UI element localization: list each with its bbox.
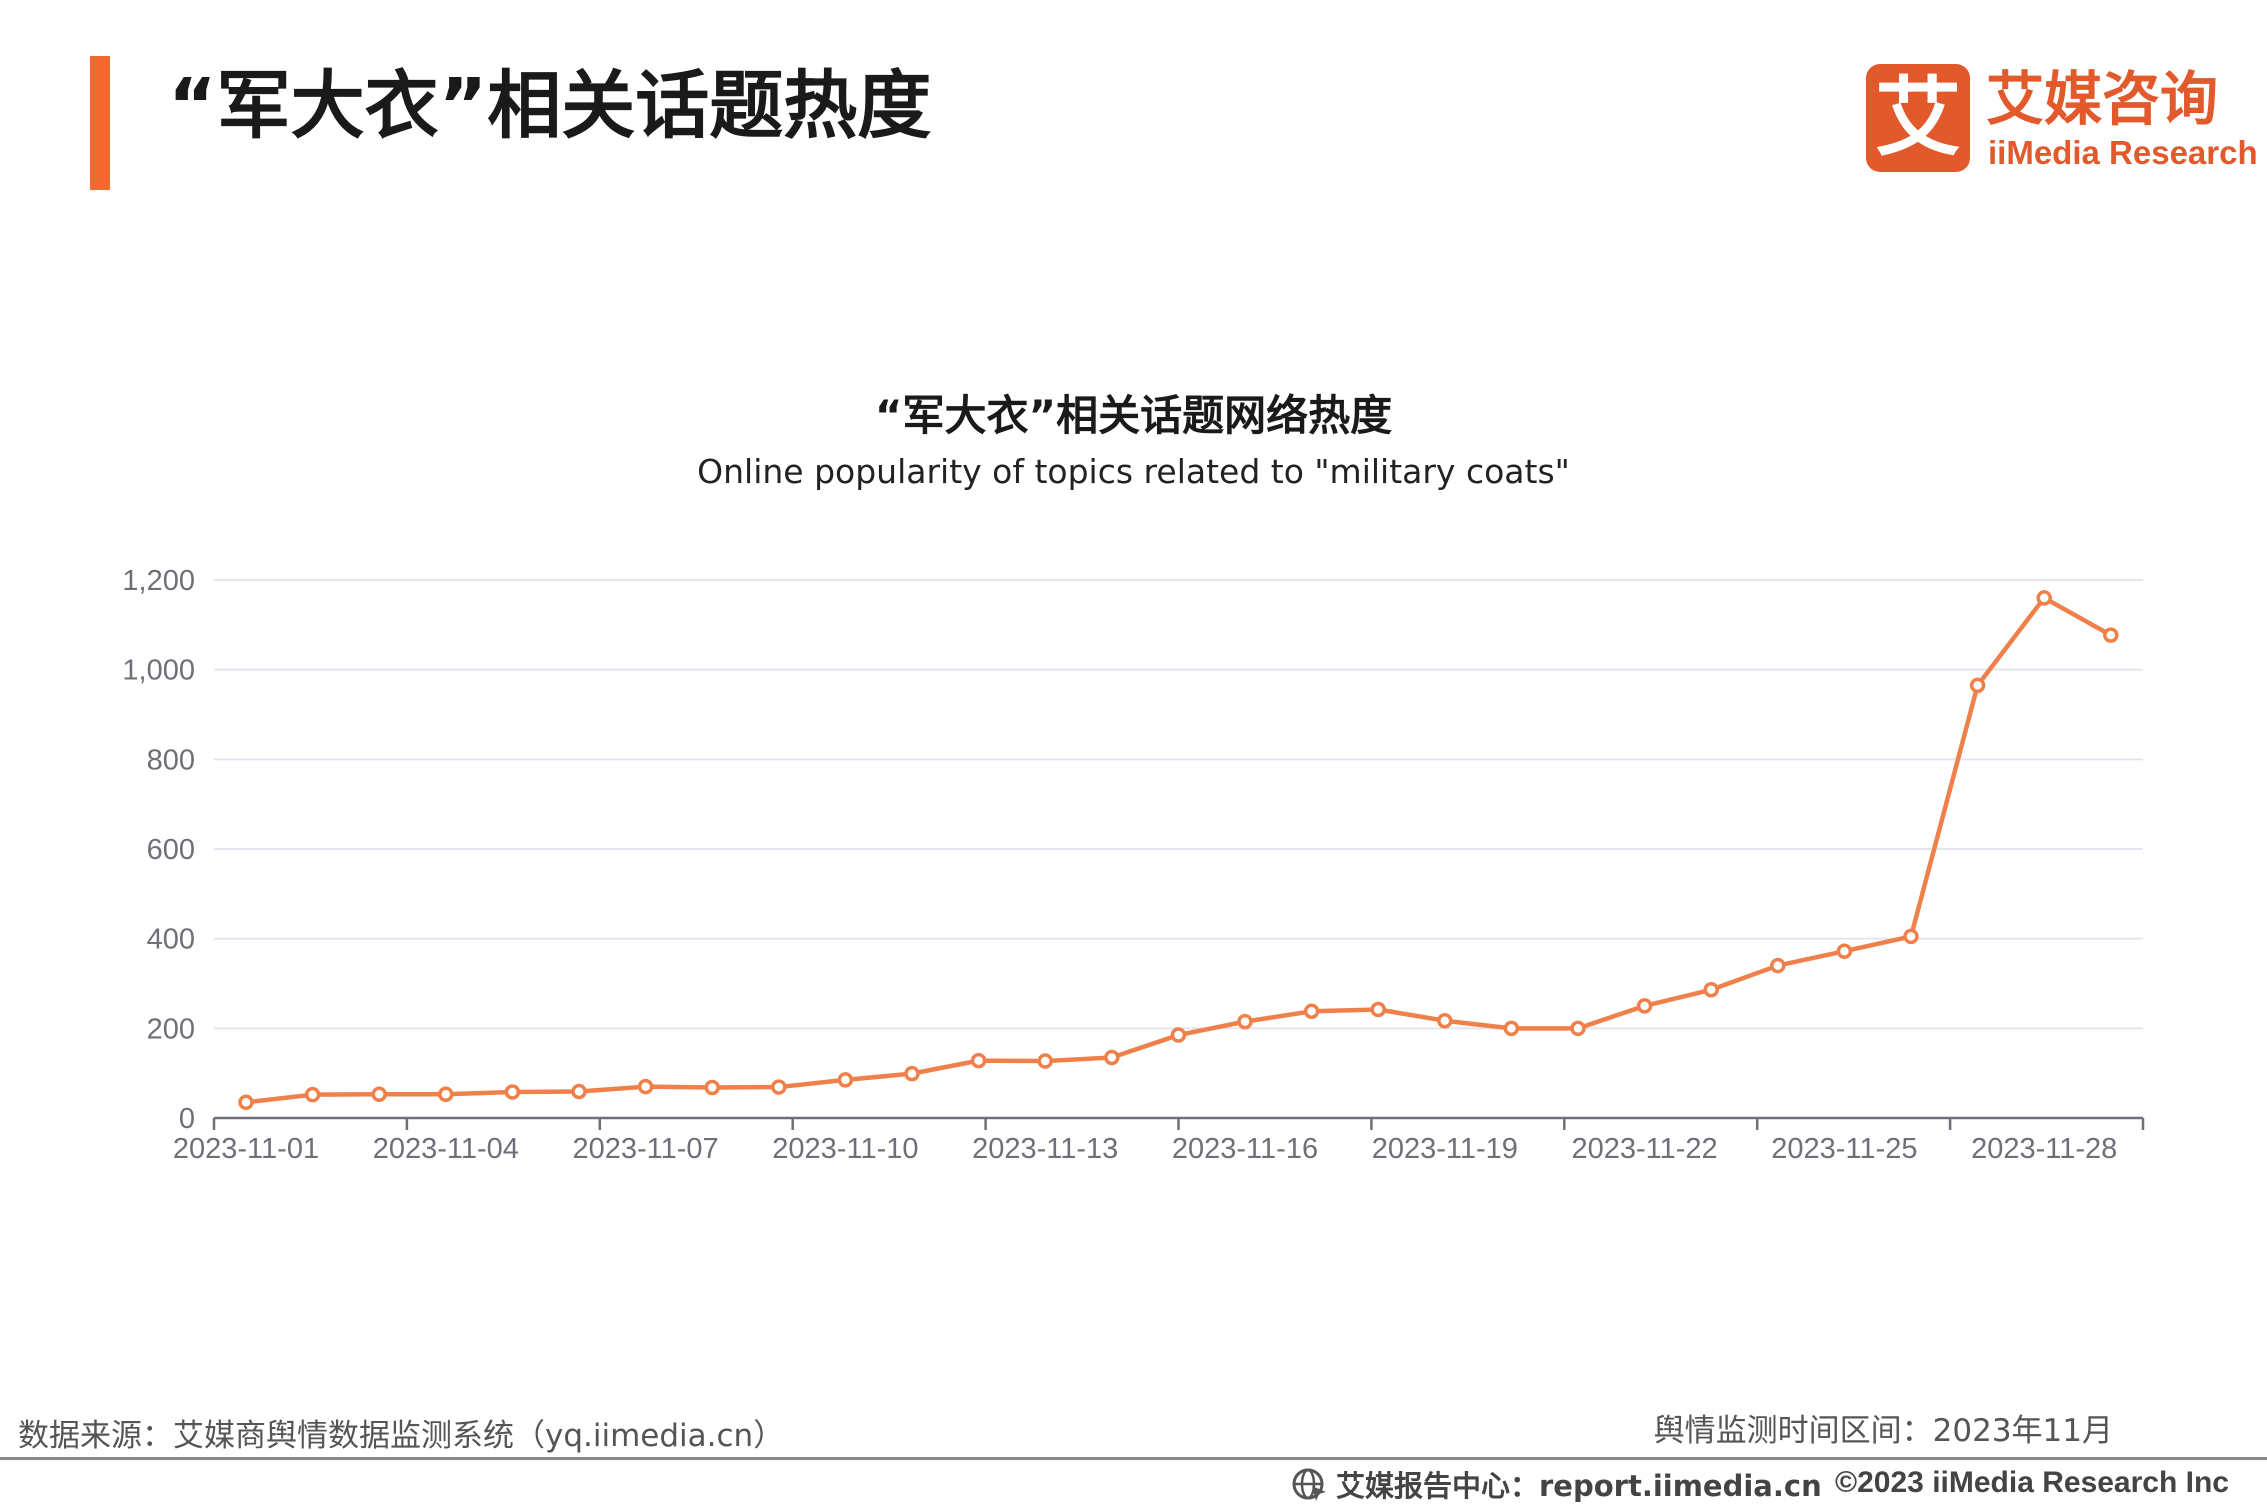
data-point [1703, 982, 1719, 998]
data-point [704, 1079, 720, 1096]
data-point [304, 1086, 321, 1103]
series-line [243, 595, 2114, 1105]
x-tick-label: 2023-11-16 [1172, 1133, 1318, 1165]
x-tick-label: 2023-11-22 [1571, 1133, 1717, 1165]
x-tick-label: 2023-11-19 [1372, 1133, 1518, 1165]
data-point [970, 1052, 987, 1069]
data-point [1969, 677, 1986, 694]
report-center-link[interactable]: 艾媒报告中心：report.iimedia.cn [1292, 1464, 1822, 1504]
y-tick-label: 400 [147, 924, 195, 956]
data-point [837, 1072, 854, 1088]
data-point [1104, 1049, 1120, 1066]
report-center-text: 艾媒报告中心：report.iimedia.cn [1336, 1469, 1822, 1503]
data-point [771, 1079, 787, 1095]
globe-icon [1292, 1468, 1326, 1501]
chart-title: “军大衣”相关话题网络热度 [874, 391, 1393, 440]
data-point [1437, 1012, 1453, 1029]
x-tick-label: 2023-11-07 [572, 1133, 718, 1165]
y-tick-label: 1,000 [122, 655, 195, 687]
data-point [1636, 998, 1653, 1014]
data-point [2103, 627, 2119, 643]
data-point [904, 1065, 920, 1082]
data-point [1836, 943, 1853, 959]
data-point [637, 1078, 654, 1095]
y-tick-label: 800 [147, 744, 195, 776]
data-point [1237, 1013, 1253, 1030]
data-point [238, 1094, 254, 1111]
y-axis-labels: 0 200 400 600 800 1,000 1,200 [122, 565, 195, 1135]
x-tick-label: 2023-11-28 [1971, 1133, 2117, 1165]
logo-name-en: iiMedia Research [1988, 134, 2258, 171]
y-tick-label: 0 [179, 1103, 195, 1135]
data-point [1503, 1020, 1520, 1037]
x-tick-label: 2023-11-25 [1771, 1133, 1917, 1165]
page-title: “军大衣”相关话题热度 [168, 63, 932, 149]
logo-mark-char: 艾 [1875, 68, 1961, 168]
data-point [1770, 957, 1786, 974]
data-point [2036, 590, 2052, 606]
monitoring-period-note: 舆情监测时间区间：2023年11月 [1653, 1413, 2113, 1449]
logo-mark: 艾 [1866, 64, 1970, 172]
x-axis-labels: 2023-11-01 2023-11-04 2023-11-07 2023-11-10… [173, 1133, 2117, 1165]
y-tick-label: 200 [147, 1013, 195, 1045]
x-tick-label: 2023-11-10 [772, 1133, 918, 1165]
data-point [1303, 1003, 1320, 1020]
x-tick-label: 2023-11-04 [373, 1133, 519, 1165]
x-tick-label: 2023-11-13 [972, 1133, 1118, 1165]
logo-name-cn: 艾媒咨询 [1986, 65, 2219, 133]
data-point [1370, 1001, 1386, 1018]
data-point [571, 1083, 587, 1100]
data-point [438, 1086, 454, 1102]
title-accent-bar [90, 56, 110, 190]
x-axis [212, 1116, 2145, 1130]
data-point [1170, 1027, 1187, 1043]
data-point [1903, 928, 1919, 945]
data-point [371, 1086, 387, 1102]
y-tick-label: 600 [147, 834, 195, 866]
data-point [504, 1084, 521, 1100]
series-layer [238, 590, 2119, 1111]
chart-subtitle: Online popularity of topics related to "… [697, 452, 1570, 491]
grid-lines [214, 579, 2143, 1030]
y-tick-label: 1,200 [122, 565, 195, 597]
copyright-text: ©2023 iiMedia Research Inc [1835, 1466, 2229, 1499]
data-point [1570, 1020, 1586, 1037]
data-point [1037, 1053, 1053, 1069]
data-source-note: 数据来源：艾媒商舆情数据监测系统（yq.iimedia.cn） [18, 1418, 785, 1454]
footer-divider [0, 1457, 2267, 1460]
brand-logo: 艾 艾媒咨询 iiMedia Research [1866, 64, 2258, 174]
x-tick-label: 2023-11-01 [173, 1133, 319, 1165]
